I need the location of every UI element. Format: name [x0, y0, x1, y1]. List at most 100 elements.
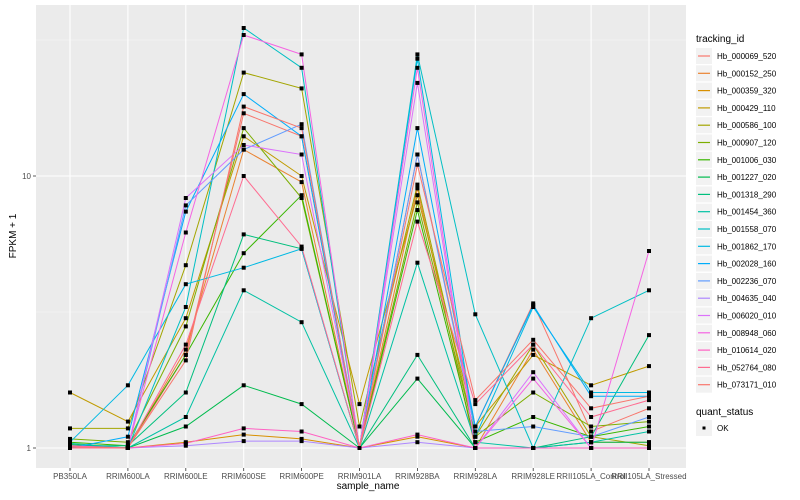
data-point	[125, 440, 130, 445]
legend-label[interactable]: Hb_001227_020	[717, 173, 777, 182]
legend-label[interactable]: Hb_001318_290	[717, 190, 777, 199]
data-point	[415, 186, 420, 191]
data-point	[415, 152, 420, 157]
data-point	[299, 86, 304, 91]
data-point	[125, 419, 130, 424]
data-point	[415, 376, 420, 381]
data-point	[473, 424, 478, 429]
data-point	[415, 56, 420, 61]
x-tick-label: RRII105LA_Control	[556, 472, 626, 481]
data-point	[589, 316, 594, 321]
x-tick-label: RRIM600LA	[106, 472, 150, 481]
legend-label[interactable]: Hb_001454_360	[717, 208, 777, 217]
data-point	[531, 376, 536, 381]
data-point	[531, 337, 536, 342]
data-point	[589, 446, 594, 450]
legend-label[interactable]: Hb_004635_040	[717, 294, 777, 303]
data-point	[241, 265, 246, 270]
data-point	[357, 402, 362, 407]
data-point	[299, 439, 304, 444]
data-point	[241, 92, 246, 97]
data-point	[473, 434, 478, 439]
legend-label[interactable]: Hb_000586_100	[717, 121, 777, 130]
data-point	[241, 26, 246, 30]
legend-label[interactable]: Hb_010614_020	[717, 346, 777, 355]
x-tick-label: RRII105LA_Stressed	[611, 472, 686, 481]
data-point	[125, 443, 130, 448]
data-point	[125, 446, 130, 450]
data-point	[241, 251, 246, 256]
legend-label[interactable]: Hb_000429_110	[717, 104, 776, 113]
x-tick-label: RRIM600PE	[279, 472, 323, 481]
data-point	[241, 232, 246, 237]
data-point	[183, 347, 188, 352]
data-point	[647, 446, 651, 450]
y-axis: 1 10	[22, 172, 36, 453]
data-point	[299, 134, 304, 139]
legend-label[interactable]: Hb_006020_010	[717, 312, 777, 321]
data-point	[647, 424, 651, 429]
data-point	[299, 320, 304, 325]
legend-label[interactable]: Hb_052764_080	[717, 363, 777, 372]
data-point	[531, 424, 536, 429]
legend-label[interactable]: Hb_002028_160	[717, 260, 777, 269]
x-tick-label: RRIM600SE	[221, 472, 265, 481]
data-point	[183, 209, 188, 214]
legend-label[interactable]: Hb_073171_010	[717, 381, 777, 390]
data-point	[241, 70, 246, 75]
square-point-icon	[702, 426, 706, 430]
data-point	[241, 383, 246, 388]
legend-label[interactable]: Hb_000069_520	[717, 52, 777, 61]
legend-label[interactable]: Hb_000152_250	[717, 69, 777, 78]
legend-label[interactable]: Hb_001558_070	[717, 225, 777, 234]
data-point	[241, 439, 246, 444]
legend-label[interactable]: Hb_000907_120	[717, 139, 777, 148]
data-point	[415, 440, 420, 445]
data-point	[241, 288, 246, 293]
data-point	[647, 390, 651, 395]
data-point	[647, 419, 651, 424]
legend-label[interactable]: Hb_008948_060	[717, 329, 777, 338]
x-tick-label: RRIM600LE	[164, 472, 208, 481]
data-point	[299, 429, 304, 434]
data-point	[531, 347, 536, 352]
data-points	[68, 26, 651, 450]
data-point	[183, 352, 188, 357]
data-point	[647, 415, 651, 419]
legend-label[interactable]: Hb_001862_170	[717, 242, 777, 251]
plot-panel	[36, 5, 686, 468]
data-point	[531, 390, 536, 395]
data-point	[299, 122, 304, 127]
data-point	[68, 444, 72, 449]
legend-title-quant-status: quant_status	[696, 407, 753, 418]
data-point	[473, 446, 478, 450]
data-point	[415, 434, 420, 439]
x-tick-label: RRIM928BA	[395, 472, 440, 481]
data-point	[415, 432, 420, 437]
legend-label[interactable]: Hb_001006_030	[717, 156, 777, 165]
data-point	[647, 429, 651, 434]
data-point	[589, 429, 594, 434]
data-point	[473, 398, 478, 403]
y-tick-label: 10	[22, 172, 31, 181]
data-point	[357, 424, 362, 429]
data-point	[473, 312, 478, 317]
data-point	[531, 303, 536, 308]
data-point	[183, 282, 188, 287]
data-point	[647, 406, 651, 411]
legend-label[interactable]: Hb_002236_070	[717, 277, 777, 286]
data-point	[531, 446, 536, 450]
x-tick-label: RRIM901LA	[338, 472, 382, 481]
data-point	[241, 432, 246, 437]
legend-label[interactable]: Hb_000359_320	[717, 87, 777, 96]
data-point	[241, 126, 246, 131]
legend-label-ok[interactable]: OK	[717, 424, 729, 433]
data-point	[589, 424, 594, 429]
data-point	[299, 152, 304, 157]
data-point	[183, 316, 188, 321]
data-point	[183, 390, 188, 395]
data-point	[415, 80, 420, 85]
data-point	[299, 193, 304, 198]
data-point	[241, 33, 246, 37]
data-point	[647, 394, 651, 399]
